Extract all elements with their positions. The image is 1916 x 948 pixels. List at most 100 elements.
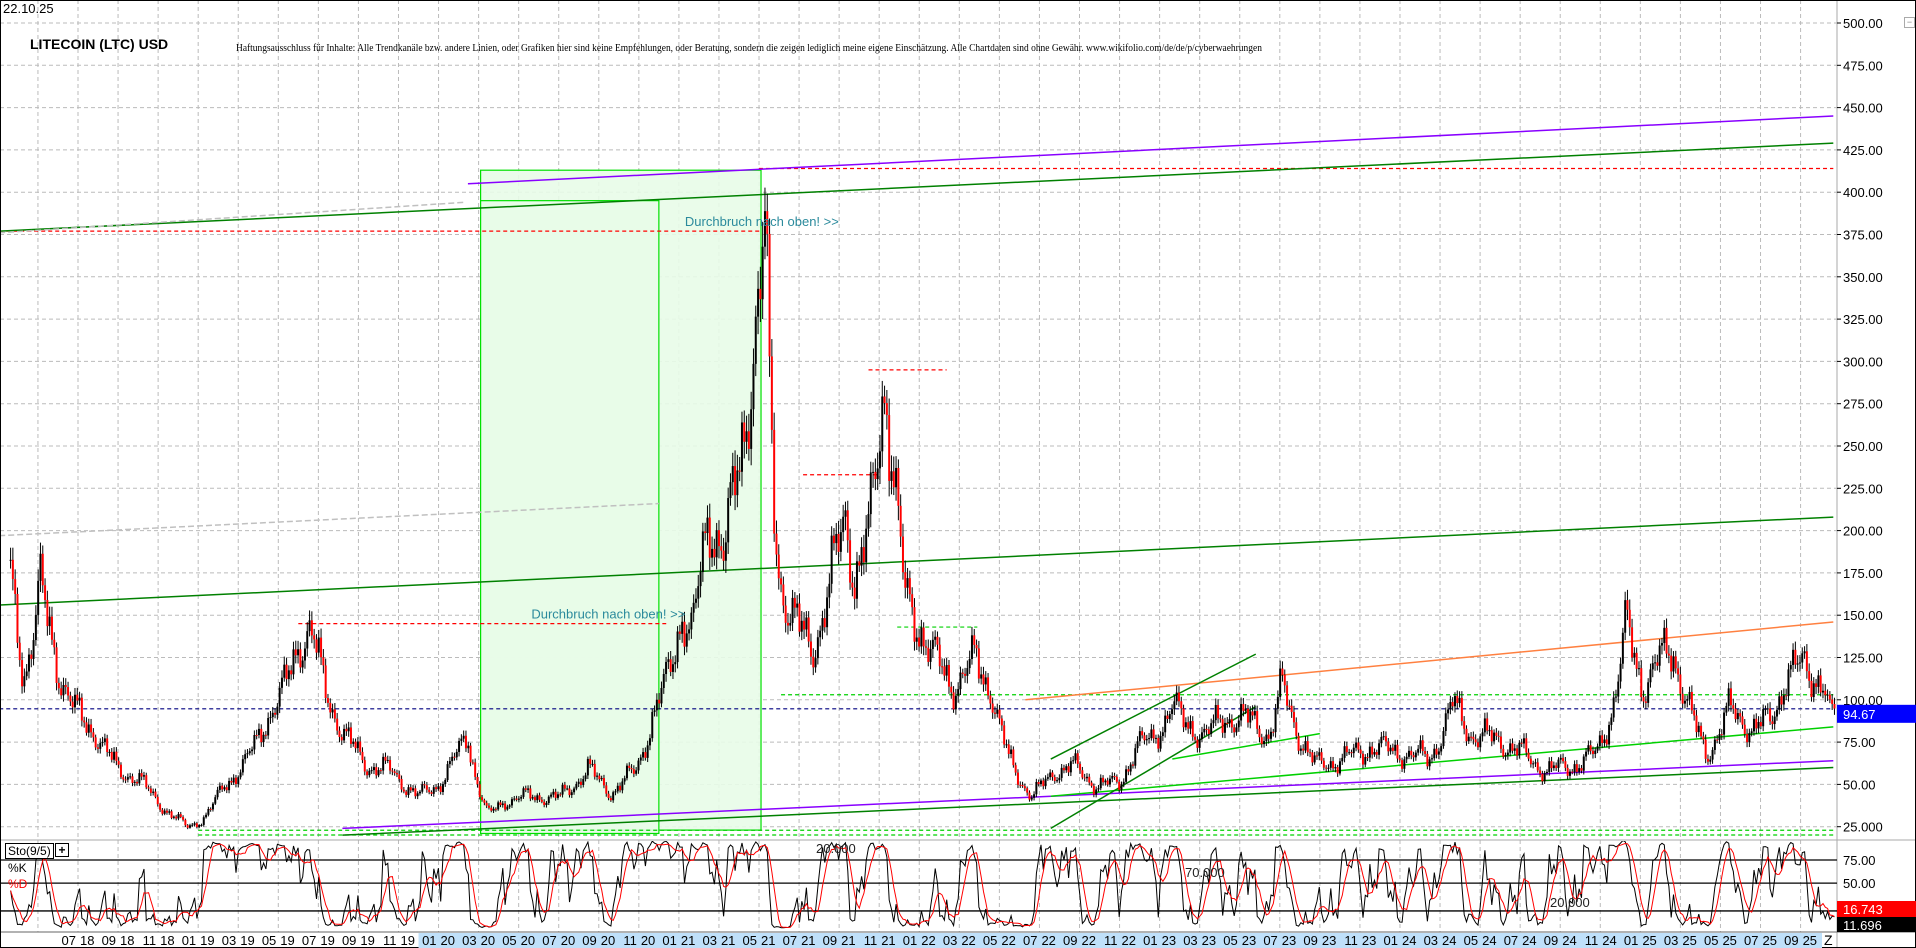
candle-body [540, 799, 543, 802]
candle-body [372, 767, 375, 771]
y-tick-label: 425.00 [1843, 143, 1883, 158]
candle-body [1665, 627, 1668, 654]
y-tick-label: 325.00 [1843, 312, 1883, 327]
candle-body [1587, 745, 1590, 752]
candle-body [1205, 728, 1208, 730]
x-tick-year: 24 [1402, 933, 1416, 948]
x-tick-year: 19 [240, 933, 254, 948]
candle-body [556, 794, 559, 798]
candle-body [152, 791, 155, 793]
candle-body [1338, 761, 1341, 774]
candle-body [504, 803, 507, 810]
candle-body [724, 542, 727, 561]
candle-body [25, 671, 28, 677]
candle-body [96, 747, 99, 749]
candle-body [522, 788, 525, 797]
candle-body [1189, 721, 1192, 729]
x-tick-year: 25 [1763, 933, 1777, 948]
candle-body [416, 793, 419, 797]
candle-body [543, 801, 546, 806]
candle-body [614, 791, 617, 793]
x-tick-month: 05 [1464, 933, 1478, 948]
candle-body [982, 674, 985, 685]
candle-body [1281, 668, 1284, 675]
candle-body [837, 533, 840, 552]
candle-body [1725, 705, 1728, 713]
candle-body [775, 533, 778, 555]
candle-body [747, 431, 750, 449]
candle-body [136, 781, 139, 784]
candle-body [508, 805, 511, 807]
candle-body [635, 770, 638, 774]
candle-body [359, 741, 362, 752]
candle-body [177, 814, 180, 819]
candle-body [1573, 764, 1576, 773]
candle-body [536, 795, 539, 801]
candle-body [1060, 767, 1063, 778]
candle-body [671, 664, 674, 672]
candle-body [499, 802, 502, 806]
candle-body [1727, 688, 1730, 706]
candle-body [138, 773, 141, 784]
candle-body [1375, 752, 1378, 755]
candle-body [1118, 781, 1121, 790]
candle-body [211, 803, 214, 810]
candle-body [851, 582, 854, 588]
candle-body [90, 724, 93, 733]
candle-body [1131, 764, 1134, 766]
candle-body [370, 770, 373, 772]
candle-body [1750, 731, 1753, 734]
candle-body [1603, 739, 1606, 744]
candle-body [699, 572, 702, 587]
candle-body [497, 802, 500, 810]
candle-body [87, 724, 90, 733]
candle-body [1619, 663, 1622, 682]
candle-body [1164, 715, 1167, 733]
candle-body [770, 356, 773, 430]
candle-body [1122, 781, 1125, 785]
candle-body [338, 730, 341, 737]
candle-body [1766, 708, 1769, 710]
candle-body [368, 770, 371, 776]
sto-tick-label: 50.00 [1843, 876, 1876, 891]
candle-body [161, 809, 164, 814]
candle-body [165, 810, 168, 813]
candle-body [1145, 739, 1148, 741]
candle-body [936, 636, 939, 645]
candle-body [1499, 736, 1502, 749]
candle-body [1550, 761, 1553, 769]
candle-body [1794, 649, 1797, 665]
candle-body [761, 246, 764, 300]
candle-body [377, 770, 380, 776]
candle-body [1490, 730, 1493, 742]
x-tick-year: 21 [881, 933, 895, 948]
minus-box-icon[interactable]: − [1904, 17, 1915, 28]
x-tick-year: 22 [961, 933, 975, 948]
candle-body [1159, 736, 1162, 749]
candle-body [757, 288, 760, 317]
candle-body [115, 751, 118, 761]
candle-body [1058, 777, 1061, 781]
candle-body [681, 621, 684, 634]
plus-icon[interactable]: + [55, 843, 69, 857]
candle-body [975, 644, 978, 649]
candle-body [1065, 766, 1068, 771]
candle-body [934, 636, 937, 640]
candle-body [361, 751, 364, 761]
y-tick-label: 25.000 [1843, 820, 1883, 835]
candle-body [1309, 752, 1312, 754]
annotation-label: Durchbruch nach oben! >> [685, 214, 839, 229]
candle-body [711, 548, 714, 558]
indicator-name[interactable]: Sto(9/5) [5, 843, 54, 859]
candle-body [306, 631, 309, 649]
candle-body [584, 775, 587, 780]
candle-body [1366, 757, 1369, 759]
candle-body [591, 763, 594, 765]
candle-body [1812, 683, 1815, 698]
candle-body [1382, 736, 1385, 738]
candle-body [987, 677, 990, 696]
candle-body [1557, 759, 1560, 769]
x-tick-year: 23 [1242, 933, 1256, 948]
candle-body [575, 783, 578, 789]
